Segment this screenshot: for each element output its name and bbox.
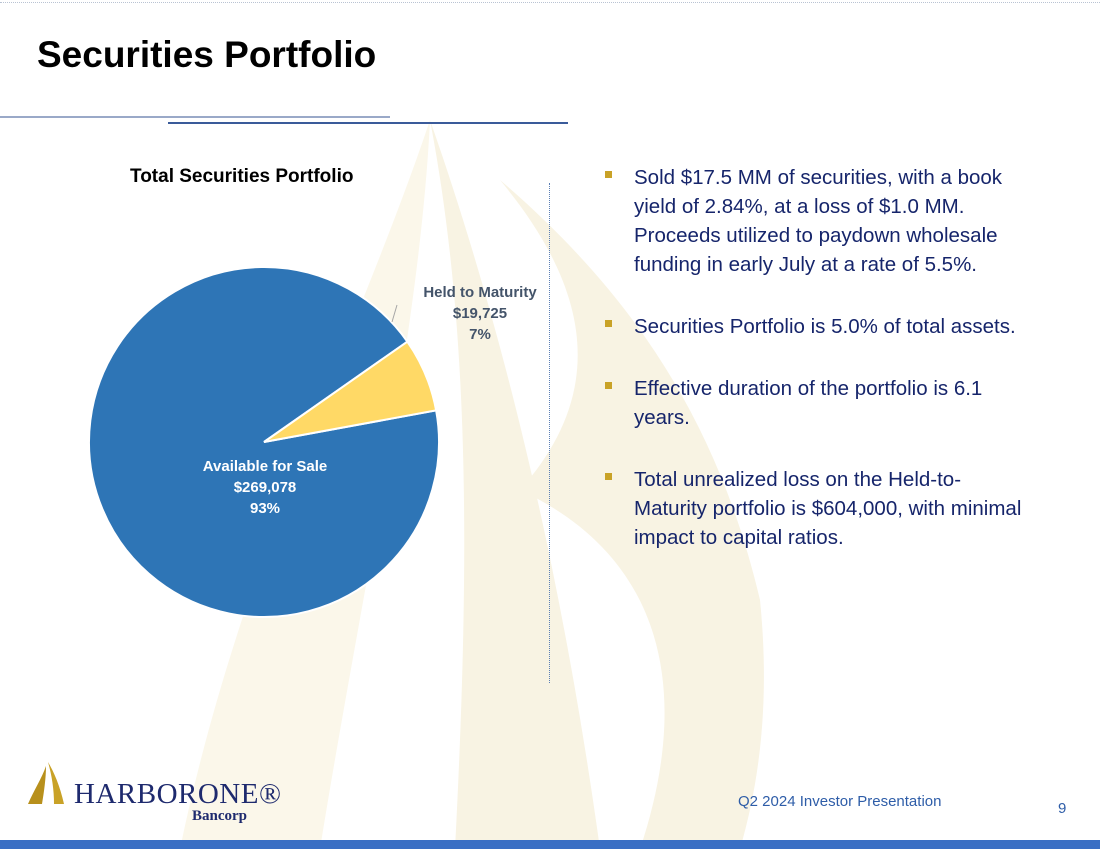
bullet-square-icon [605,473,612,480]
page-title: Securities Portfolio [37,34,377,75]
title-rule-accent [168,122,568,124]
chart-title: Total Securities Portfolio [130,166,354,187]
slice-value: $19,725 [452,305,508,322]
bullet-item: Sold $17.5 MM of securities, with a book… [604,163,1024,279]
leader-line [391,304,398,323]
slice-label-available-for-sale: Available for Sale $269,078 93% [190,456,340,519]
top-dotted-border [0,2,1100,3]
bullet-item: Securities Portfolio is 5.0% of total as… [604,312,1024,341]
bullet-square-icon [605,171,612,178]
bullet-item: Total unrealized loss on the Held-to-Mat… [604,465,1024,552]
column-divider [549,183,550,683]
bullet-square-icon [605,320,612,327]
sail-logo-icon [28,762,64,804]
page-number: 9 [1058,800,1067,817]
title-rule [0,116,390,118]
logo-name: HARBORONE® [74,778,282,810]
logo-subtitle: Bancorp [192,808,248,824]
bullet-list: Sold $17.5 MM of securities, with a book… [604,163,1024,585]
slice-name: Available for Sale [202,458,328,475]
footer-text: Q2 2024 Investor Presentation [738,793,942,810]
pie-slice-held-to-maturity [263,340,438,443]
harborone-logo: HARBORONE® Bancorp [26,760,286,830]
slice-name: Held to Maturity [423,284,537,301]
slice-percent: 7% [469,326,491,343]
bullet-item: Effective duration of the portfolio is 6… [604,374,1024,432]
slice-value: $269,078 [233,479,297,496]
slice-percent: 93% [249,500,281,517]
slice-label-held-to-maturity: Held to Maturity $19,725 7% [410,282,550,345]
bullet-square-icon [605,382,612,389]
bottom-bar [0,840,1100,849]
